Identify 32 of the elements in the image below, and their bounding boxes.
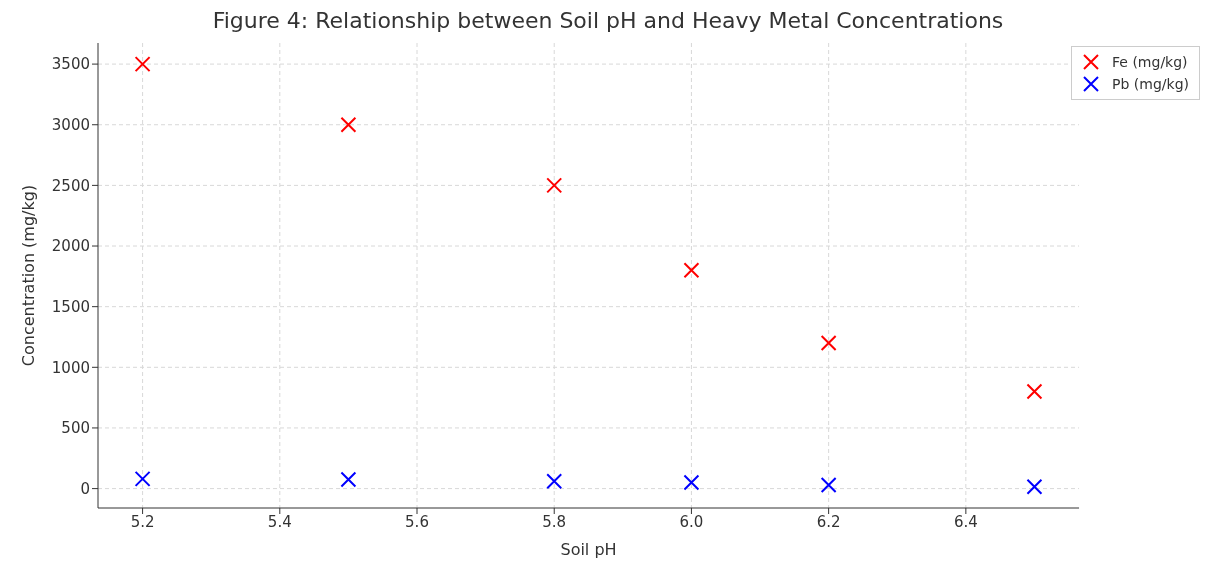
x-tick-label: 5.2 xyxy=(130,512,155,531)
y-tick-label: 3000 xyxy=(51,116,90,135)
point xyxy=(1026,478,1043,495)
x-tick-label: 6.0 xyxy=(679,512,704,531)
point xyxy=(683,474,700,491)
point xyxy=(820,335,837,352)
y-tick-label: 3500 xyxy=(51,55,90,74)
chart-title: Figure 4: Relationship between Soil pH and Heavy Metal Concentrations xyxy=(211,8,1005,35)
point xyxy=(546,473,563,490)
point xyxy=(340,471,357,488)
x-tick-label: 6.4 xyxy=(953,512,978,531)
legend-label: Fe (mg/kg) xyxy=(1112,53,1188,72)
point xyxy=(546,177,563,194)
point xyxy=(1026,383,1043,400)
x-axis-title: Soil pH xyxy=(560,540,617,560)
y-tick-label: 1500 xyxy=(51,297,90,316)
point xyxy=(340,116,357,133)
point xyxy=(134,470,151,487)
y-tick-label: 0 xyxy=(80,479,90,498)
x-tick-label: 5.8 xyxy=(542,512,567,531)
y-tick-label: 2500 xyxy=(51,176,90,195)
x-tick-label: 5.6 xyxy=(405,512,429,531)
y-tick-label: 1000 xyxy=(51,358,90,377)
point xyxy=(134,56,151,73)
x-tick-label: 5.4 xyxy=(267,512,292,531)
legend-label: Pb (mg/kg) xyxy=(1112,75,1189,94)
y-tick-label: 500 xyxy=(61,419,90,438)
y-tick-label: 2000 xyxy=(51,237,90,256)
y-axis-title: Concentration (mg/kg) xyxy=(18,184,38,367)
x-tick-label: 6.2 xyxy=(816,512,841,531)
point xyxy=(683,262,700,279)
point xyxy=(820,476,837,493)
